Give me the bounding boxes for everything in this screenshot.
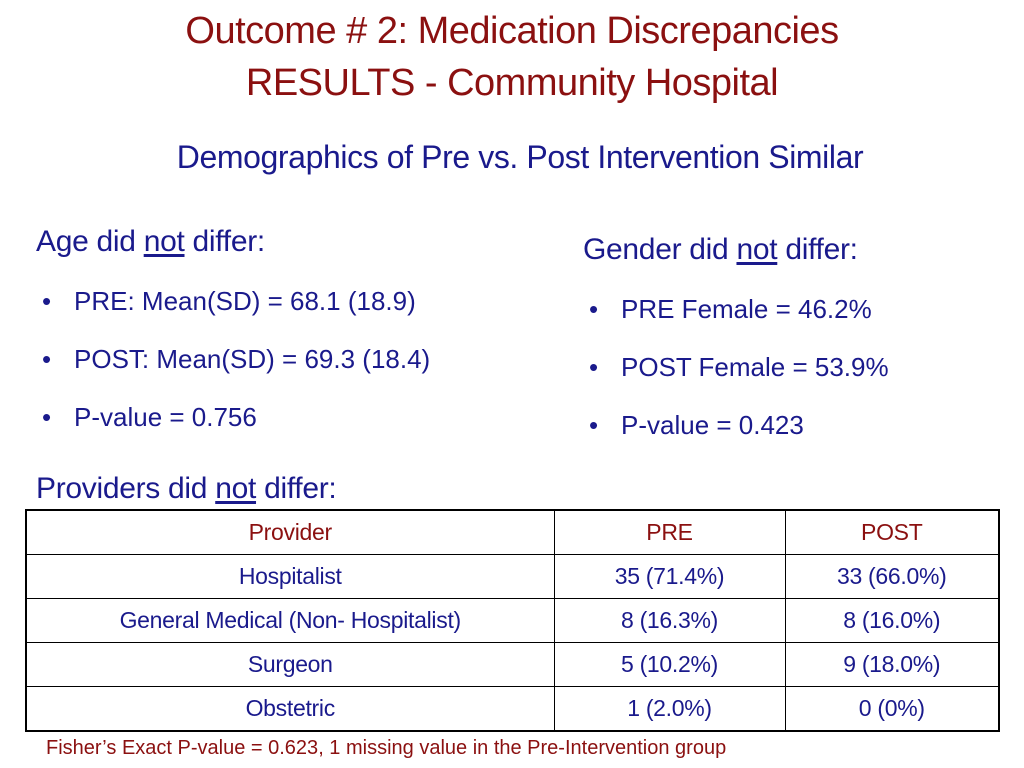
age-bullet-list: • PRE: Mean(SD) = 68.1 (18.9) • POST: Mean… bbox=[36, 287, 430, 461]
cell-post: 0 (0%) bbox=[784, 686, 1000, 732]
age-bullet-text: P-value = 0.756 bbox=[74, 402, 257, 432]
cell-pre: 5 (10.2%) bbox=[553, 642, 786, 687]
age-bullet-text: PRE: Mean(SD) = 68.1 (18.9) bbox=[74, 286, 416, 316]
providers-heading: Providers did not differ: bbox=[36, 471, 337, 507]
gender-bullet-item: • POST Female = 53.9% bbox=[583, 353, 889, 382]
footnote-fisher-pvalue: Fisher’s Exact P-value = 0.623 bbox=[46, 737, 319, 759]
bullet-icon: • bbox=[589, 294, 599, 324]
table-row: General Medical (Non- Hospitalist) 8 (16… bbox=[25, 598, 1000, 643]
age-bullet-item: • PRE: Mean(SD) = 68.1 (18.9) bbox=[36, 287, 430, 316]
cell-pre: 1 (2.0%) bbox=[553, 686, 786, 732]
cell-pre: 35 (71.4%) bbox=[553, 554, 786, 599]
age-heading-underlined: not bbox=[143, 225, 185, 258]
providers-heading-underlined: not bbox=[215, 472, 257, 505]
gender-bullet-text: POST Female = 53.9% bbox=[621, 352, 889, 382]
slide-subtitle: Demographics of Pre vs. Post Interventio… bbox=[176, 139, 864, 175]
cell-provider: Hospitalist bbox=[25, 554, 555, 599]
age-bullet-item: • P-value = 0.756 bbox=[36, 403, 430, 432]
column-header-post: POST bbox=[784, 509, 1000, 555]
cell-provider: Surgeon bbox=[25, 642, 555, 687]
footnote-missing-note: , 1 missing value in the Pre-Interventio… bbox=[318, 737, 727, 759]
cell-pre: 8 (16.3%) bbox=[553, 598, 786, 643]
age-heading-pre: Age did bbox=[36, 225, 144, 258]
age-heading-post: differ: bbox=[184, 225, 266, 258]
providers-heading-pre: Providers did bbox=[36, 472, 216, 505]
gender-heading-post: differ: bbox=[777, 233, 858, 266]
column-header-provider: Provider bbox=[25, 509, 555, 555]
age-heading: Age did not differ: bbox=[36, 224, 265, 260]
table-row: Hospitalist 35 (71.4%) 33 (66.0%) bbox=[25, 554, 1000, 599]
table-row: Surgeon 5 (10.2%) 9 (18.0%) bbox=[25, 642, 1000, 687]
slide-title-line-2: RESULTS - Community Hospital bbox=[245, 62, 779, 104]
cell-provider: General Medical (Non- Hospitalist) bbox=[25, 598, 555, 643]
bullet-icon: • bbox=[42, 286, 52, 316]
column-header-pre: PRE bbox=[553, 509, 786, 555]
gender-bullet-text: P-value = 0.423 bbox=[621, 410, 804, 440]
bullet-icon: • bbox=[42, 344, 52, 374]
bullet-icon: • bbox=[42, 402, 52, 432]
gender-bullet-text: PRE Female = 46.2% bbox=[621, 294, 872, 324]
gender-bullet-item: • P-value = 0.423 bbox=[583, 411, 889, 440]
gender-bullet-list: • PRE Female = 46.2% • POST Female = 53.9%… bbox=[583, 295, 889, 469]
table-header-row: Provider PRE POST bbox=[25, 509, 1000, 555]
age-bullet-text: POST: Mean(SD) = 69.3 (18.4) bbox=[74, 344, 431, 374]
gender-heading-underlined: not bbox=[736, 233, 778, 266]
footnote: Fisher’s Exact P-value = 0.623, 1 missin… bbox=[46, 735, 726, 761]
bullet-icon: • bbox=[589, 352, 599, 382]
age-bullet-item: • POST: Mean(SD) = 69.3 (18.4) bbox=[36, 345, 430, 374]
cell-post: 9 (18.0%) bbox=[784, 642, 1000, 687]
gender-heading: Gender did not differ: bbox=[583, 232, 858, 268]
providers-heading-post: differ: bbox=[256, 472, 337, 505]
slide-title-line-1: Outcome # 2: Medication Discrepancies bbox=[185, 10, 839, 52]
table-row: Obstetric 1 (2.0%) 0 (0%) bbox=[25, 686, 1000, 732]
cell-post: 8 (16.0%) bbox=[784, 598, 1000, 643]
bullet-icon: • bbox=[589, 410, 599, 440]
provider-table: Provider PRE POST Hospitalist 35 (71.4%)… bbox=[25, 509, 1000, 732]
cell-provider: Obstetric bbox=[25, 686, 555, 732]
cell-post: 33 (66.0%) bbox=[784, 554, 1000, 599]
gender-bullet-item: • PRE Female = 46.2% bbox=[583, 295, 889, 324]
gender-heading-pre: Gender did bbox=[583, 233, 737, 266]
